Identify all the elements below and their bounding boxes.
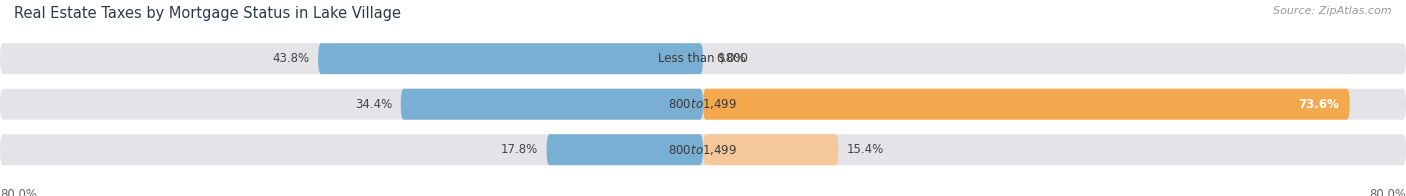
Text: 80.0%: 80.0% xyxy=(1369,188,1406,196)
FancyBboxPatch shape xyxy=(0,43,1406,74)
Text: 43.8%: 43.8% xyxy=(273,52,309,65)
Text: 80.0%: 80.0% xyxy=(0,188,37,196)
FancyBboxPatch shape xyxy=(0,134,1406,165)
Text: Less than $800: Less than $800 xyxy=(658,52,748,65)
Text: $800 to $1,499: $800 to $1,499 xyxy=(668,143,738,157)
FancyBboxPatch shape xyxy=(401,89,703,120)
Text: Real Estate Taxes by Mortgage Status in Lake Village: Real Estate Taxes by Mortgage Status in … xyxy=(14,6,401,21)
FancyBboxPatch shape xyxy=(318,43,703,74)
FancyBboxPatch shape xyxy=(703,89,1350,120)
Text: 17.8%: 17.8% xyxy=(501,143,537,156)
Text: 34.4%: 34.4% xyxy=(354,98,392,111)
FancyBboxPatch shape xyxy=(547,134,703,165)
Text: 0.0%: 0.0% xyxy=(716,52,745,65)
FancyBboxPatch shape xyxy=(0,89,1406,120)
Text: 15.4%: 15.4% xyxy=(846,143,884,156)
FancyBboxPatch shape xyxy=(703,134,838,165)
Text: $800 to $1,499: $800 to $1,499 xyxy=(668,97,738,111)
Text: 73.6%: 73.6% xyxy=(1298,98,1339,111)
Text: Source: ZipAtlas.com: Source: ZipAtlas.com xyxy=(1274,6,1392,16)
